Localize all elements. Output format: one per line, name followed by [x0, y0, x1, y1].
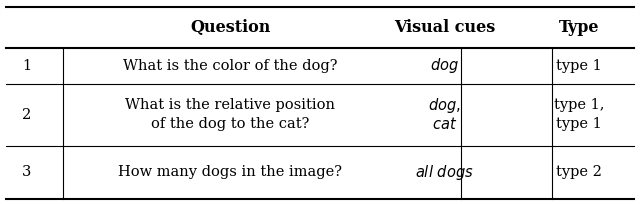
Text: Question: Question — [190, 19, 271, 36]
Text: Type: Type — [559, 19, 600, 36]
Text: type 1: type 1 — [556, 118, 602, 131]
Text: $\it{cat}$: $\it{cat}$ — [432, 116, 458, 132]
Text: type 1: type 1 — [556, 59, 602, 73]
Text: $\it{dog}$: $\it{dog}$ — [430, 56, 460, 75]
Text: type 1,: type 1, — [554, 98, 604, 112]
Text: 3: 3 — [22, 165, 31, 179]
Text: 1: 1 — [22, 59, 31, 73]
Text: $\it{all\ dogs}$: $\it{all\ dogs}$ — [415, 163, 474, 182]
Text: $\it{dog}$,: $\it{dog}$, — [428, 95, 461, 115]
Text: type 2: type 2 — [556, 165, 602, 179]
Text: of the dog to the cat?: of the dog to the cat? — [151, 118, 310, 131]
Text: Visual cues: Visual cues — [394, 19, 495, 36]
Text: How many dogs in the image?: How many dogs in the image? — [118, 165, 342, 179]
Text: What is the color of the dog?: What is the color of the dog? — [123, 59, 338, 73]
Text: 2: 2 — [22, 108, 31, 122]
Text: What is the relative position: What is the relative position — [125, 98, 335, 112]
